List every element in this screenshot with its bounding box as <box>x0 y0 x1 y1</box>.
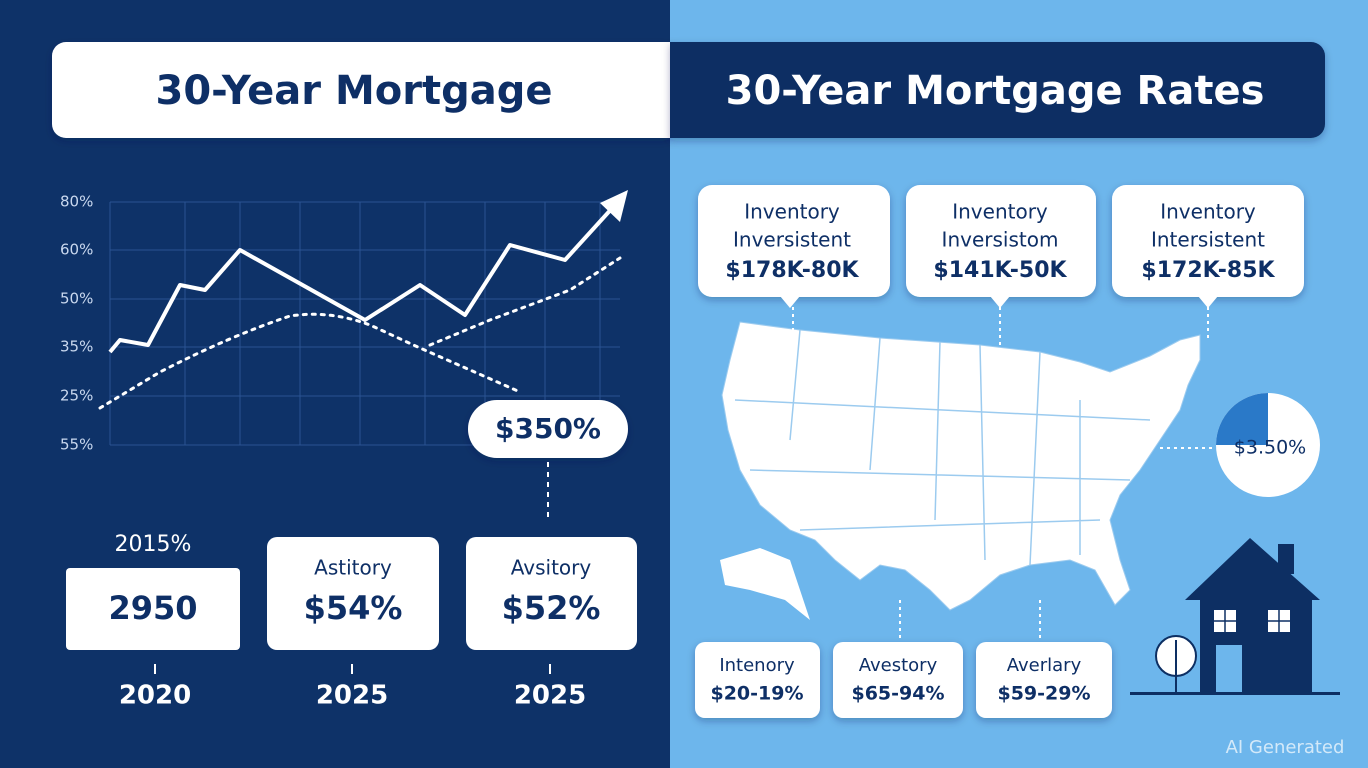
card-line: $65-94% <box>851 683 944 705</box>
card-line: Intersistent <box>1151 228 1265 252</box>
card <box>833 642 963 718</box>
bottom-card: Avestory $65-94% <box>833 642 963 718</box>
window-panes <box>1214 610 1290 632</box>
dotted-trend-line <box>428 256 622 347</box>
card-value: 2950 <box>108 589 197 627</box>
y-label: 60% <box>60 241 93 259</box>
top-card: Inventory Inversistent $178K-80K <box>698 185 890 308</box>
y-label: 35% <box>60 338 93 356</box>
state-borders <box>734 329 1151 566</box>
y-label: 25% <box>60 387 93 405</box>
pie-wedge <box>1216 393 1268 445</box>
pie-label: $3.50% <box>1234 437 1306 459</box>
year-ticks <box>154 664 551 674</box>
card <box>66 568 240 650</box>
card-top-label: 2015% <box>115 532 192 557</box>
watermark: AI Generated <box>1226 737 1345 758</box>
y-label: 80% <box>60 193 93 211</box>
left-title-bar <box>52 42 670 138</box>
card <box>1112 185 1304 297</box>
card-pointer <box>990 296 1010 308</box>
card-value: $52% <box>502 589 601 627</box>
callout-pill <box>468 400 628 458</box>
house-windows <box>1214 610 1290 692</box>
card-line: $178K-80K <box>725 258 859 283</box>
card <box>976 642 1112 718</box>
card-line: $59-29% <box>997 683 1090 705</box>
card-line: Averlary <box>1007 655 1082 676</box>
card-line: Inventory <box>1160 200 1256 224</box>
card-top-label: Avsitory <box>511 556 592 580</box>
card <box>695 642 820 718</box>
y-label: 55% <box>60 436 93 454</box>
alaska <box>720 548 810 620</box>
top-card: Inventory Intersistent $172K-85K <box>1112 185 1304 308</box>
card-pointer <box>1198 296 1218 308</box>
map-connectors <box>792 300 1215 640</box>
bottom-card: Averlary $59-29% <box>976 642 1112 718</box>
card-line: Intenory <box>719 655 795 676</box>
right-title-bar <box>670 42 1325 138</box>
card <box>466 537 637 650</box>
card-value: $54% <box>304 589 403 627</box>
card-line: Inversistent <box>733 228 851 252</box>
y-label: 50% <box>60 290 93 308</box>
dotted-trend-line <box>98 312 522 410</box>
solid-trend-line <box>108 203 617 354</box>
left-title: 30-Year Mortgage <box>156 68 553 114</box>
right-title: 30-Year Mortgage Rates <box>726 68 1265 114</box>
card-line: $141K-50K <box>933 258 1067 283</box>
house-chimney <box>1278 544 1294 574</box>
callout-text: $350% <box>495 412 601 445</box>
year-label: 2020 <box>119 681 191 711</box>
year-label: 2025 <box>514 681 586 711</box>
bottom-card: Intenory $20-19% <box>695 642 820 718</box>
card-line: $20-19% <box>710 683 803 705</box>
trend-arrowhead <box>600 190 628 222</box>
door <box>1216 645 1242 692</box>
house-roof <box>1185 538 1320 600</box>
y-labels: 80% 60% 50% 35% 25% 55% <box>60 193 93 454</box>
card-pointer <box>780 296 800 308</box>
year-label: 2025 <box>316 681 388 711</box>
card <box>267 537 439 650</box>
card-line: Inventory <box>952 200 1048 224</box>
top-card: Inventory Inversistom $141K-50K <box>906 185 1096 308</box>
card-line: Inventory <box>744 200 840 224</box>
card <box>906 185 1096 297</box>
card <box>698 185 890 297</box>
card-line: Avestory <box>859 655 938 676</box>
card-top-label: Astitory <box>314 556 392 580</box>
map-borders <box>734 329 1151 566</box>
ground-line <box>1130 692 1340 695</box>
card-line: $172K-85K <box>1141 258 1275 283</box>
card-line: Inversistom <box>942 228 1059 252</box>
